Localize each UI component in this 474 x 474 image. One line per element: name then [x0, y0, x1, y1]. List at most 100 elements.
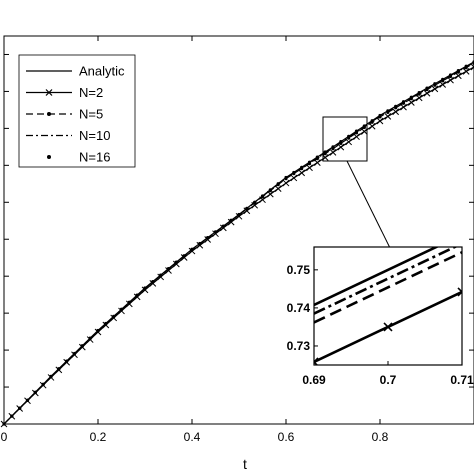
inset-y-tick-label: 0.73 [287, 339, 311, 353]
marker-x-n-2 [243, 207, 251, 215]
marker-dot-n-16 [127, 300, 131, 304]
marker-x-n-2 [329, 149, 337, 156]
inset-y-tick-label: 0.75 [287, 263, 311, 277]
marker-x-n-2 [290, 174, 298, 182]
marker-x-n-2 [360, 128, 368, 135]
legend: Analytic N=2 N=5 N=10 N=16 [18, 54, 136, 168]
marker-dot-n-16 [166, 267, 171, 271]
inset-marker-x-n-2 [457, 287, 462, 297]
marker-dot-n-16 [65, 359, 69, 363]
marker-dot-n-16 [112, 314, 116, 318]
marker-dot-n-16 [143, 286, 147, 290]
marker-dot-n-16 [190, 247, 194, 251]
marker-dot-n-16 [417, 91, 421, 95]
marker-dot-n-16 [456, 69, 460, 73]
marker-dot-n-16 [10, 414, 14, 418]
marker-dot-n-16 [96, 328, 100, 333]
marker-x-n-2 [298, 169, 306, 177]
inset-x-tick-label: 0.69 [302, 373, 326, 387]
marker-dot-n-16 [433, 82, 437, 86]
inset-marker-x-n-2 [383, 322, 393, 332]
marker-x-n-2 [337, 143, 345, 151]
marker-dot-n-16 [409, 95, 413, 99]
marker-dot-n-16 [300, 165, 304, 169]
inset-plot-area [313, 246, 463, 366]
marker-x-n-2 [251, 201, 259, 209]
x-axis-label: t [243, 456, 247, 472]
marker-dot-n-16 [25, 398, 30, 402]
marker-dot-n-16 [284, 175, 288, 180]
inset-x-tick-label: 0.71 [450, 373, 474, 387]
marker-dot-n-16 [198, 241, 202, 246]
inset-series-line-n-5 [314, 251, 462, 324]
marker-dot-n-16 [80, 344, 84, 348]
marker-dot-n-16 [268, 188, 272, 192]
marker-x-n-2 [345, 138, 353, 146]
marker-x-n-2 [313, 159, 321, 166]
marker-dot-n-16 [307, 160, 312, 164]
legend-entry-n-5: N=5 [26, 107, 103, 122]
marker-x-n-2 [407, 99, 415, 106]
marker-x-n-2 [415, 94, 423, 102]
marker-dot-n-16 [33, 390, 37, 394]
inset-chart: 0.69 0.7 0.71 0.73 0.74 0.75 [287, 246, 474, 387]
legend-label-analytic: Analytic [79, 64, 125, 79]
legend-entry-analytic: Analytic [26, 64, 125, 79]
marker-dot-n-16 [182, 254, 186, 258]
marker-x-n-2 [470, 63, 474, 71]
marker-x-n-2 [439, 81, 447, 88]
marker-dot-n-16 [362, 124, 366, 128]
marker-dot-n-16 [213, 230, 218, 234]
legend-box [18, 54, 136, 168]
marker-dot-n-16 [354, 129, 359, 133]
legend-entry-n-16: N=16 [47, 150, 110, 165]
marker-dot-n-16 [49, 374, 53, 378]
marker-dot-n-16 [323, 150, 327, 154]
marker-dot-n-16 [315, 155, 319, 159]
marker-x-n-2 [431, 85, 439, 93]
marker-dot-n-16 [394, 104, 398, 108]
marker-dot-n-16 [276, 182, 280, 186]
marker-dot-n-16 [206, 236, 210, 240]
marker-x-n-2 [400, 103, 407, 111]
marker-dot-n-16 [174, 260, 178, 264]
marker-dot-n-16 [339, 140, 343, 144]
marker-dot-n-16 [41, 382, 45, 386]
marker-dot-n-16 [18, 406, 22, 410]
marker-dot-n-16 [386, 109, 390, 113]
marker-dot-n-16 [72, 351, 77, 356]
marker-x-n-2 [306, 164, 313, 172]
marker-x-n-2 [462, 68, 470, 75]
x-tick-label: 0.4 [184, 430, 201, 444]
marker-x-n-2 [423, 89, 431, 97]
marker-dot-n-16 [221, 224, 225, 228]
marker-dot-n-16 [425, 86, 429, 90]
legend-label-n-10: N=10 [79, 128, 110, 143]
marker-dot-n-16 [245, 206, 249, 210]
marker-dot-n-16 [260, 194, 265, 198]
inset-y-tick-label: 0.74 [287, 301, 311, 315]
x-tick-label: 0.8 [372, 430, 389, 444]
marker-dot-n-16 [104, 321, 108, 326]
marker-x-n-2 [259, 196, 266, 204]
marker-dot-n-16 [57, 367, 61, 371]
main-axis-ticks: 0 0.2 0.4 0.6 0.8 [1, 36, 474, 444]
marker-dot-n-16 [378, 113, 382, 118]
marker-dot-n-16 [229, 218, 233, 222]
legend-label-n-16: N=16 [79, 150, 110, 165]
marker-x-n-2 [384, 113, 392, 120]
x-tick-label: 0 [1, 430, 8, 444]
x-tick-label: 0.2 [90, 430, 107, 444]
marker-x-n-2 [454, 72, 462, 80]
marker-x-n-2 [376, 117, 384, 125]
marker-x-n-2 [266, 190, 274, 198]
marker-dot-n-16 [237, 212, 241, 217]
marker-x-n-2 [282, 179, 290, 187]
zoom-region-box [322, 116, 368, 162]
zoom-connector-line [346, 160, 391, 249]
marker-x-n-2 [274, 185, 282, 192]
marker-x-n-2 [368, 122, 376, 130]
legend-entry-n-10: N=10 [26, 128, 110, 143]
marker-dot-n-16 [441, 77, 445, 81]
